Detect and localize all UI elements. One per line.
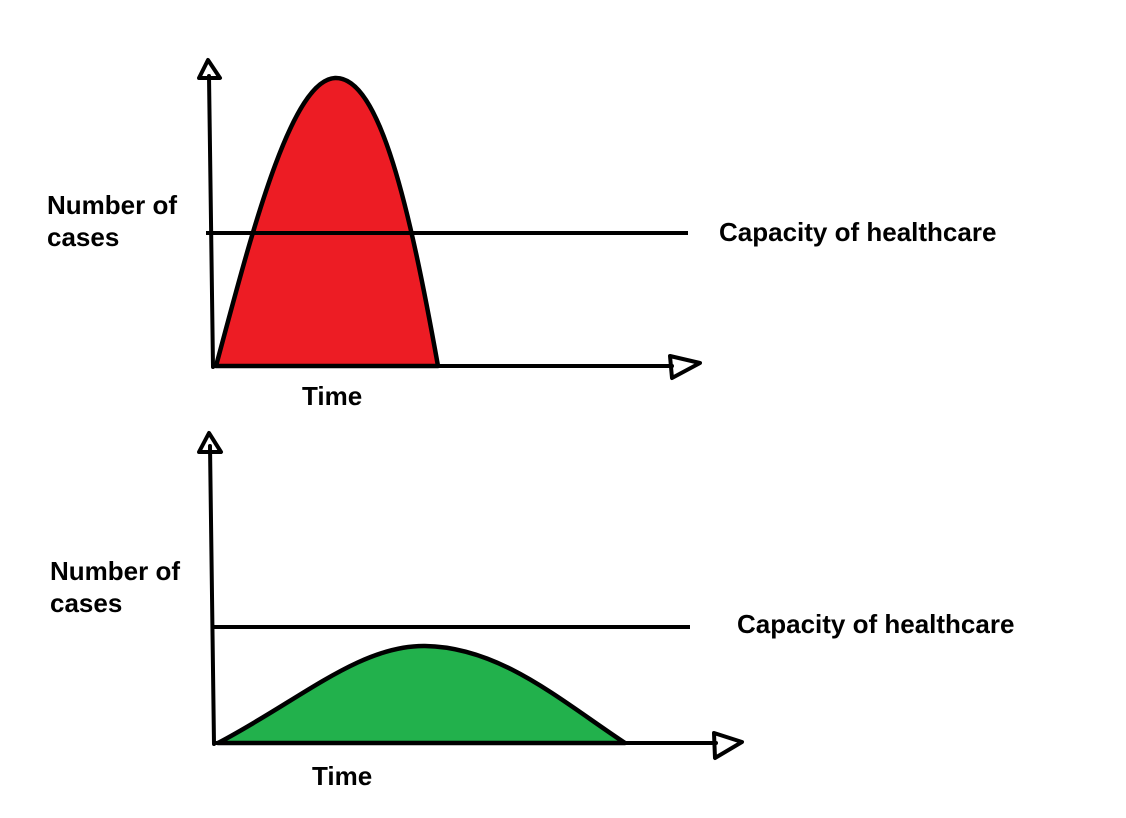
top-y-axis-label-line2: cases [47,222,119,252]
bottom-panel: Number of cases Capacity of healthcare T… [50,431,1014,791]
bottom-y-axis [208,444,216,746]
bottom-y-axis-label-line1: Number of [50,556,180,586]
top-capacity-label: Capacity of healthcare [719,217,996,247]
top-epidemic-curve [213,75,441,369]
top-y-axis [207,74,215,369]
top-y-arrowhead [197,58,222,80]
top-x-arrowhead [668,354,702,380]
top-panel: Number of cases Capacity of healthcare T… [47,58,996,411]
bottom-x-arrowhead [712,731,744,760]
bottom-y-arrowhead [197,431,223,454]
bottom-y-axis-label-line2: cases [50,588,122,618]
bottom-capacity-label: Capacity of healthcare [737,609,1014,639]
bottom-x-axis-label: Time [312,761,372,791]
top-y-axis-label-line1: Number of [47,190,177,220]
top-x-axis-label: Time [302,381,362,411]
bottom-epidemic-curve [215,643,628,746]
